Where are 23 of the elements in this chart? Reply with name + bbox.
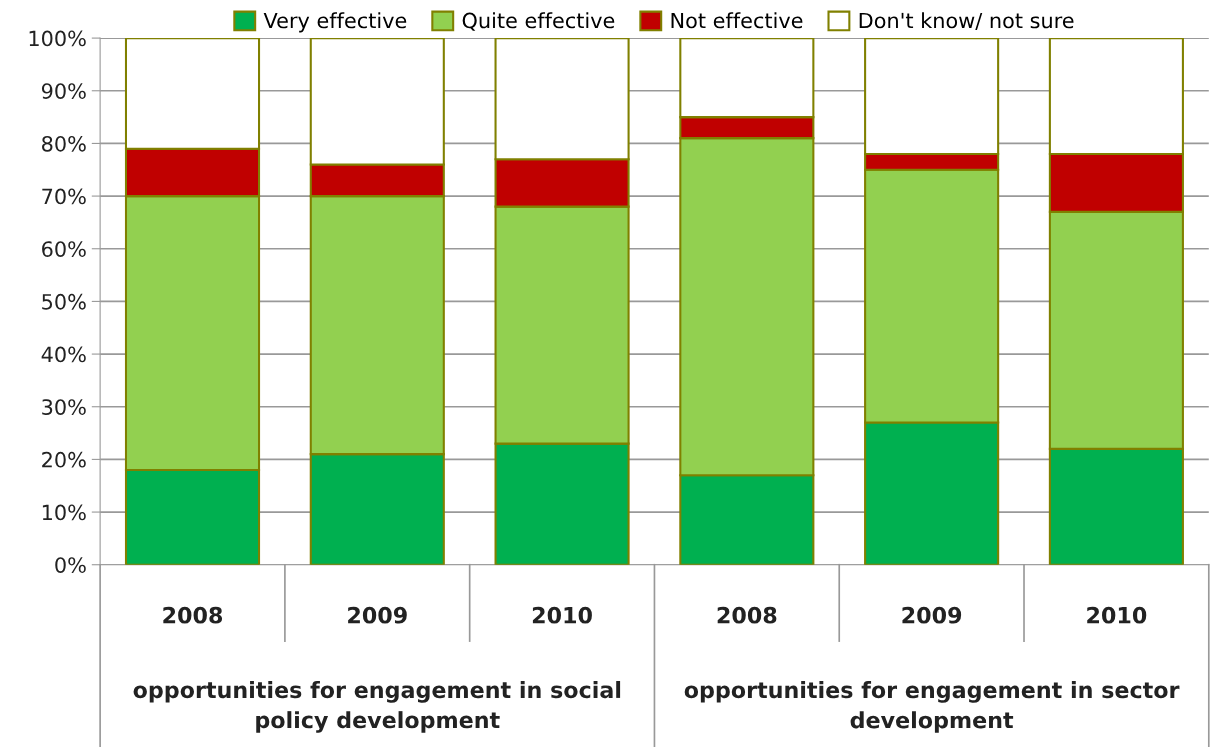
y-tick-label: 30% <box>42 399 86 415</box>
y-tick-label: 80% <box>42 135 86 152</box>
y-tick-label: 20% <box>42 451 86 468</box>
y-tick-label: 60% <box>42 241 86 257</box>
y-tick-label: 70% <box>42 188 86 205</box>
legend-label: Quite effective <box>462 12 615 31</box>
x-tick-label: 2008 <box>717 606 777 624</box>
y-tick-label: 100% <box>29 30 86 47</box>
y-tick-label: 40% <box>41 346 86 363</box>
text: opportunities for engagement in social policy development <box>133 681 621 733</box>
x-tick-label: 2010 <box>1087 606 1147 624</box>
y-tick-label: 50% <box>42 293 86 310</box>
y-tick-label: 0% <box>55 557 86 573</box>
y-tick-label: 90% <box>41 83 86 99</box>
x-tick-label: 2010 <box>532 606 592 624</box>
text: opportunities for engagement in sector development <box>684 681 1180 733</box>
x-tick-label: 2008 <box>163 606 223 624</box>
x-tick-label: 2009 <box>348 606 407 624</box>
y-tick-label: 10% <box>42 504 86 521</box>
legend-label: Don't know/ not sure <box>859 12 1074 30</box>
legend-label: Very effective <box>263 12 407 33</box>
x-tick-label: 2009 <box>902 606 962 624</box>
legend-label: Not effective <box>671 12 803 29</box>
